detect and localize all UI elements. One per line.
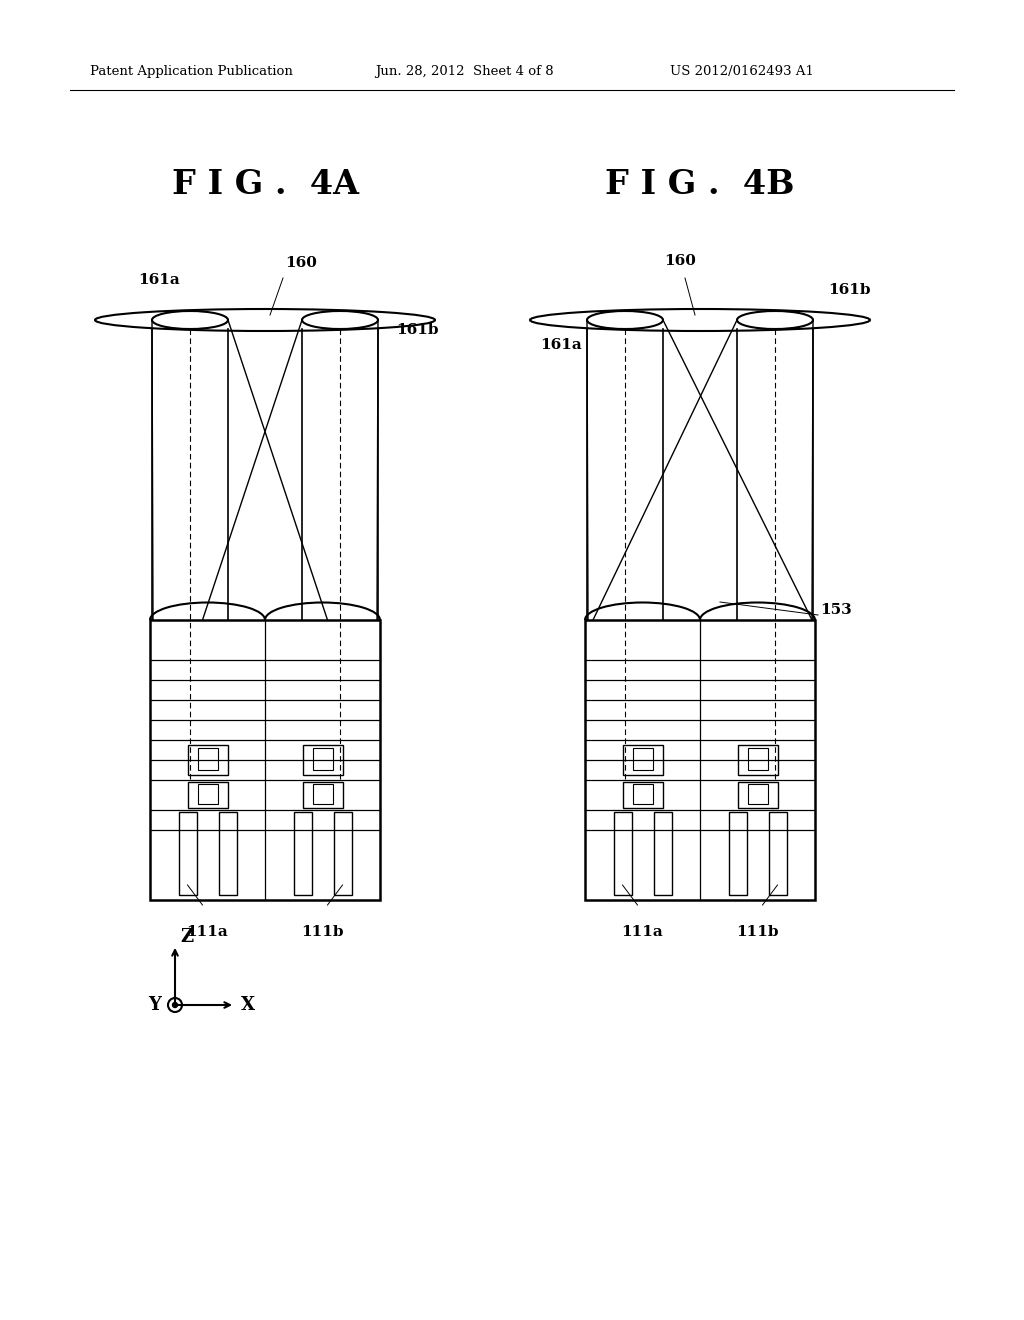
Text: Jun. 28, 2012  Sheet 4 of 8: Jun. 28, 2012 Sheet 4 of 8 <box>375 66 554 78</box>
Text: 111b: 111b <box>736 925 778 939</box>
Bar <box>585 620 815 900</box>
Text: X: X <box>241 997 255 1014</box>
Circle shape <box>172 1002 177 1007</box>
Bar <box>623 781 663 808</box>
Bar <box>218 812 237 895</box>
Bar <box>737 781 777 808</box>
Bar <box>178 812 197 895</box>
Text: 161a: 161a <box>138 273 180 286</box>
Text: 160: 160 <box>285 256 316 271</box>
Text: 111b: 111b <box>301 925 344 939</box>
Bar <box>728 812 746 895</box>
Bar <box>302 744 342 775</box>
Text: 111a: 111a <box>186 925 228 939</box>
Text: US 2012/0162493 A1: US 2012/0162493 A1 <box>670 66 814 78</box>
Bar <box>623 744 663 775</box>
Text: 153: 153 <box>820 603 852 616</box>
Text: Patent Application Publication: Patent Application Publication <box>90 66 293 78</box>
Bar <box>312 748 333 770</box>
Bar <box>768 812 786 895</box>
Bar <box>737 744 777 775</box>
Bar <box>187 744 227 775</box>
Bar <box>748 748 768 770</box>
Text: 161b: 161b <box>396 323 438 337</box>
Bar <box>334 812 351 895</box>
Text: 160: 160 <box>664 253 696 268</box>
Bar <box>633 784 652 804</box>
Bar <box>198 784 217 804</box>
Bar <box>633 748 652 770</box>
Text: 161b: 161b <box>828 282 870 297</box>
Bar <box>302 781 342 808</box>
Bar <box>613 812 632 895</box>
Text: 161a: 161a <box>541 338 582 352</box>
Text: Z: Z <box>180 928 194 946</box>
Text: 111a: 111a <box>622 925 664 939</box>
Bar <box>312 784 333 804</box>
Text: Y: Y <box>148 997 161 1014</box>
Bar <box>198 748 217 770</box>
Bar <box>653 812 672 895</box>
Bar <box>294 812 311 895</box>
Text: F I G .  4A: F I G . 4A <box>171 169 358 202</box>
Text: F I G .  4B: F I G . 4B <box>605 169 795 202</box>
Bar <box>748 784 768 804</box>
Bar <box>150 620 380 900</box>
Bar <box>187 781 227 808</box>
